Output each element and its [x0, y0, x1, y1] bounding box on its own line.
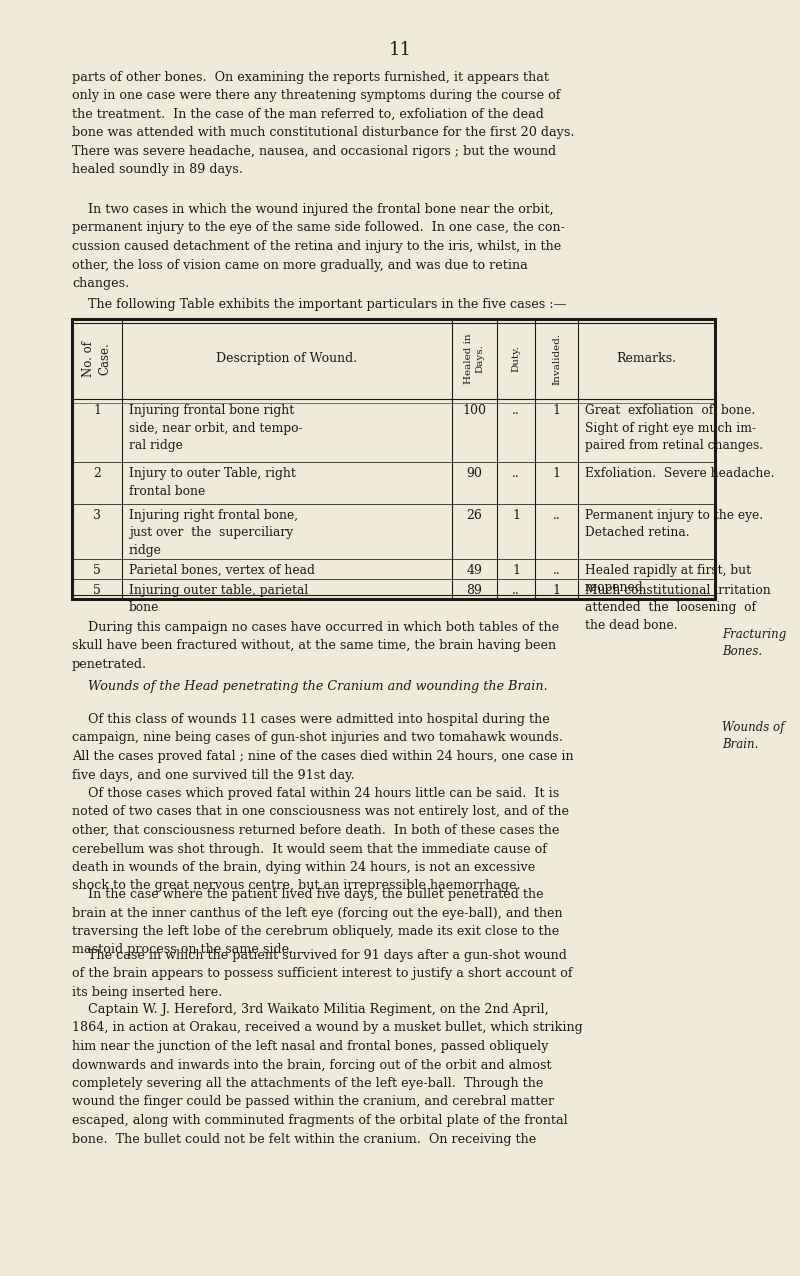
- Text: 100: 100: [462, 404, 486, 417]
- Text: ..: ..: [512, 584, 520, 597]
- Text: No. of
Case.: No. of Case.: [82, 341, 111, 376]
- Text: 1: 1: [553, 467, 561, 480]
- Text: 1: 1: [93, 404, 101, 417]
- Text: During this campaign no cases have occurred in which both tables of the
skull ha: During this campaign no cases have occur…: [72, 621, 559, 671]
- Text: In the case where the patient lived five days, the bullet penetrated the
brain a: In the case where the patient lived five…: [72, 888, 562, 957]
- Text: 5: 5: [93, 584, 101, 597]
- Text: Wounds of
Brain.: Wounds of Brain.: [722, 721, 785, 752]
- Text: ..: ..: [553, 509, 560, 522]
- Text: Duty.: Duty.: [511, 346, 521, 373]
- Text: 3: 3: [93, 509, 101, 522]
- Text: ..: ..: [553, 564, 560, 577]
- Text: Wounds of the Head penetrating the Cranium and wounding the Brain.: Wounds of the Head penetrating the Crani…: [72, 680, 548, 693]
- Text: 5: 5: [93, 564, 101, 577]
- Text: Injuring outer table, parietal
bone: Injuring outer table, parietal bone: [129, 584, 308, 615]
- Text: Healed rapidly at first, but
reopened.: Healed rapidly at first, but reopened.: [585, 564, 751, 595]
- Text: Permanent injury to the eye.
Detached retina.: Permanent injury to the eye. Detached re…: [585, 509, 763, 540]
- Text: 89: 89: [466, 584, 482, 597]
- Text: Remarks.: Remarks.: [617, 352, 677, 365]
- Text: 1: 1: [512, 509, 520, 522]
- Text: Healed in
Days.: Healed in Days.: [465, 334, 485, 384]
- Text: Injuring right frontal bone,
just over  the  superciliary
ridge: Injuring right frontal bone, just over t…: [129, 509, 298, 558]
- Text: 1: 1: [512, 564, 520, 577]
- Text: Invalided.: Invalided.: [552, 333, 561, 385]
- Text: ..: ..: [512, 467, 520, 480]
- Text: Captain W. J. Hereford, 3rd Waikato Militia Regiment, on the 2nd April,
1864, in: Captain W. J. Hereford, 3rd Waikato Mili…: [72, 1003, 582, 1146]
- Text: 49: 49: [466, 564, 482, 577]
- Text: Injuring frontal bone right
side, near orbit, and tempo-
ral ridge: Injuring frontal bone right side, near o…: [129, 404, 302, 452]
- Text: 1: 1: [553, 404, 561, 417]
- Text: parts of other bones.  On examining the reports furnished, it appears that
only : parts of other bones. On examining the r…: [72, 71, 574, 176]
- Text: 11: 11: [389, 41, 411, 59]
- Text: Much constitutional irritation
attended  the  loosening  of
the dead bone.: Much constitutional irritation attended …: [585, 584, 770, 632]
- Text: 2: 2: [93, 467, 101, 480]
- Text: In two cases in which the wound injured the frontal bone near the orbit,
permane: In two cases in which the wound injured …: [72, 203, 565, 290]
- Text: 90: 90: [466, 467, 482, 480]
- Text: Injury to outer Table, right
frontal bone: Injury to outer Table, right frontal bon…: [129, 467, 296, 498]
- Text: Fracturing
Bones.: Fracturing Bones.: [722, 628, 786, 658]
- Text: 26: 26: [466, 509, 482, 522]
- Text: Parietal bones, vertex of head: Parietal bones, vertex of head: [129, 564, 315, 577]
- Text: ..: ..: [512, 404, 520, 417]
- Text: Description of Wound.: Description of Wound.: [217, 352, 358, 365]
- Text: Great  exfoliation  of  bone.
Sight of right eye much im-
paired from retinal ch: Great exfoliation of bone. Sight of righ…: [585, 404, 763, 452]
- Text: Exfoliation.  Severe headache.: Exfoliation. Severe headache.: [585, 467, 774, 480]
- Text: Of this class of wounds 11 cases were admitted into hospital during the
campaign: Of this class of wounds 11 cases were ad…: [72, 713, 574, 781]
- Text: The following Table exhibits the important particulars in the five cases :—: The following Table exhibits the importa…: [72, 299, 566, 311]
- Text: 1: 1: [553, 584, 561, 597]
- Text: Of those cases which proved fatal within 24 hours little can be said.  It is
not: Of those cases which proved fatal within…: [72, 787, 569, 892]
- Text: The case in which the patient survived for 91 days after a gun-shot wound
of the: The case in which the patient survived f…: [72, 949, 573, 999]
